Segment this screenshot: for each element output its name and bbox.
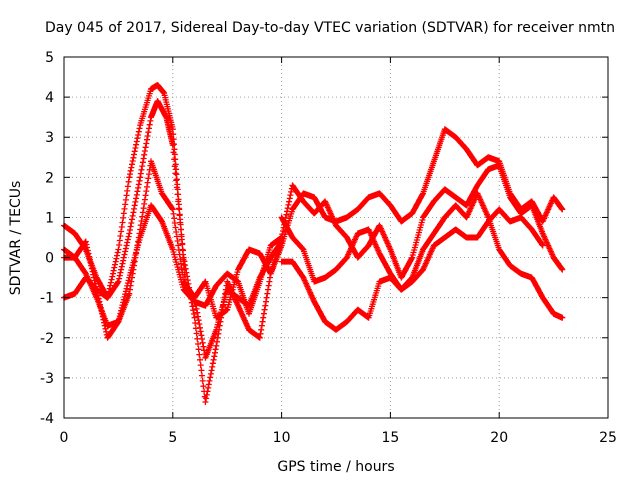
x-tick-label: 0 (60, 430, 69, 446)
axis-ticks: 0 5 10 15 20 25 -4 -3 -2 -1 0 1 2 3 4 5 (40, 50, 617, 446)
plus-markers (278, 206, 546, 333)
series-track-8 (278, 206, 546, 333)
y-tick-label: 2 (45, 170, 54, 186)
data-points (61, 82, 566, 405)
y-axis-label: SDTVAR / TECUs (8, 181, 24, 296)
plus-markers (278, 162, 566, 281)
y-tick-label: 1 (45, 210, 54, 226)
y-tick-label: -4 (40, 411, 54, 427)
x-tick-label: 25 (599, 430, 617, 446)
x-tick-label: 15 (381, 430, 399, 446)
y-tick-label: 0 (45, 251, 54, 267)
y-tick-label: -2 (40, 331, 54, 347)
y-tick-label: -1 (40, 291, 54, 307)
x-tick-label: 5 (168, 430, 177, 446)
x-tick-label: 10 (273, 430, 291, 446)
y-tick-label: 3 (45, 130, 54, 146)
y-tick-label: -3 (40, 371, 54, 387)
y-tick-label: 5 (45, 50, 54, 66)
x-axis-label: GPS time / hours (277, 459, 394, 475)
chart-title: Day 045 of 2017, Sidereal Day-to-day VTE… (45, 20, 615, 36)
x-tick-label: 20 (490, 430, 508, 446)
plot-frame (63, 56, 609, 419)
series-track-6 (278, 162, 566, 281)
y-tick-label: 4 (45, 90, 54, 106)
